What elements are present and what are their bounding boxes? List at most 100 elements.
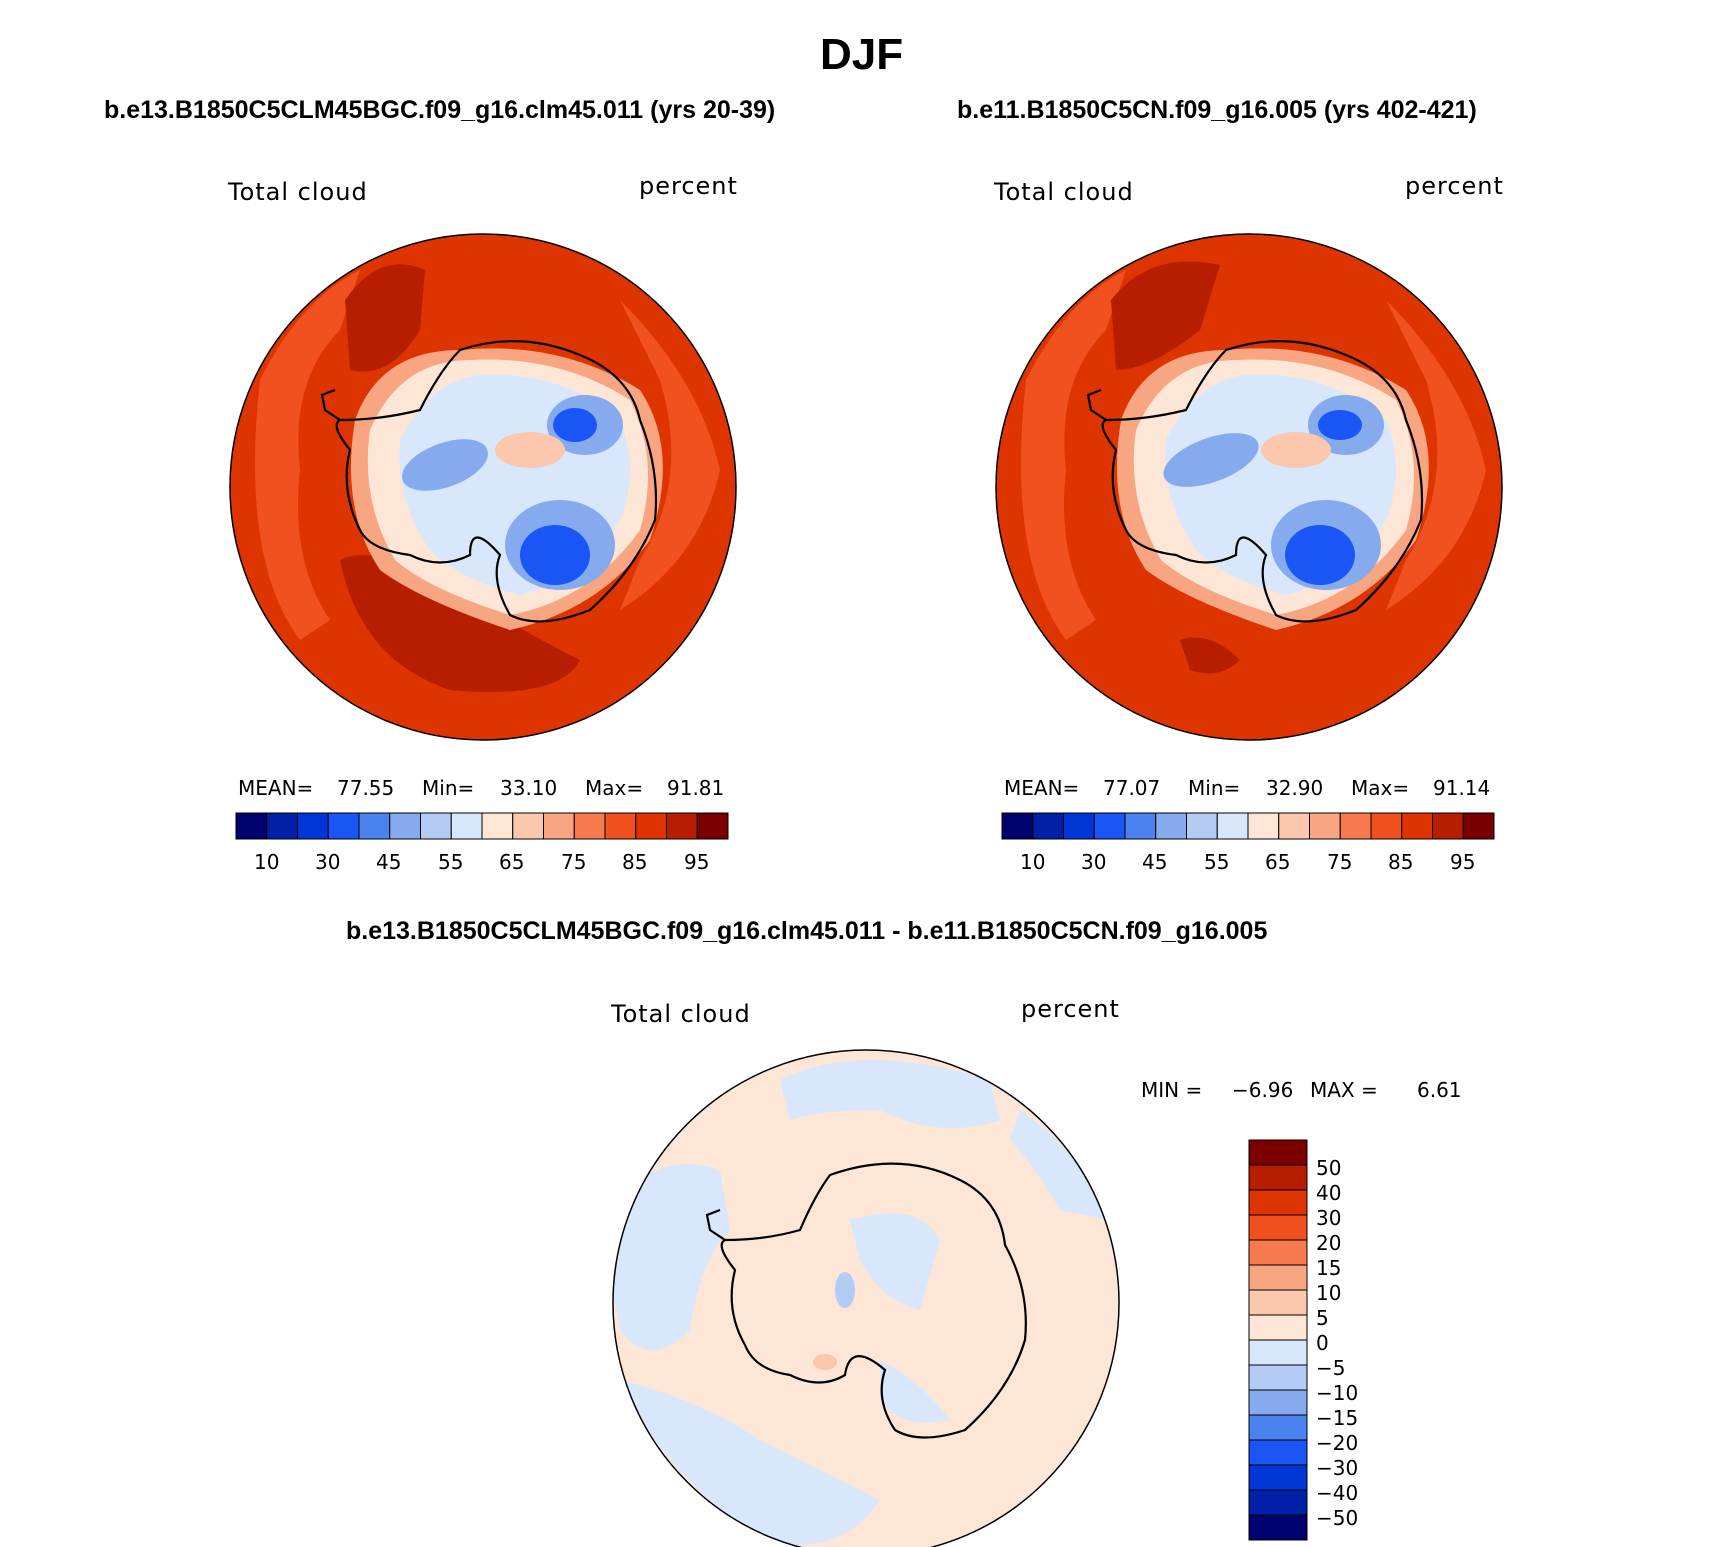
colorbar-swatch (1248, 1164, 1308, 1191)
colorbar-swatch (666, 812, 698, 840)
panel-2-min-label: Min= (1188, 776, 1241, 800)
colorbar-swatch (1248, 1489, 1308, 1516)
panel-1-variable-label: Total cloud (228, 178, 368, 206)
panel-2-max-label: Max= (1351, 776, 1410, 800)
colorbar-swatch (512, 812, 544, 840)
colorbar-swatch (1370, 812, 1403, 840)
panel-1-case-title: b.e13.B1850C5CLM45BGC.f09_g16.clm45.011 … (104, 96, 776, 124)
panel-1-colorbar-tick: 85 (622, 850, 648, 874)
colorbar-swatch (1309, 812, 1341, 840)
panel-2-colorbar-tick: 85 (1388, 850, 1414, 874)
panel-2-max-value: 91.14 (1433, 776, 1491, 800)
difference-max-value: 6.61 (1417, 1078, 1462, 1102)
colorbar-swatch (1124, 812, 1157, 840)
difference-min-value: −6.96 (1232, 1078, 1294, 1102)
colorbar-swatch (1248, 1339, 1308, 1366)
main-title: DJF (820, 30, 904, 79)
colorbar-swatch (1248, 1139, 1308, 1166)
difference-max-label: MAX = (1310, 1078, 1378, 1102)
panel-1-mean-label: MEAN= (238, 776, 314, 800)
panel-2-min-value: 32.90 (1266, 776, 1324, 800)
panel-2-case-title: b.e11.B1850C5CN.f09_g16.005 (yrs 402-421… (957, 96, 1477, 124)
colorbar-swatch (481, 812, 514, 840)
panel-2-colorbar-tick: 95 (1450, 850, 1476, 874)
colorbar-swatch (1248, 1464, 1308, 1491)
panel-2-colorbar (1001, 812, 1495, 840)
panel-1-min-label: Min= (422, 776, 475, 800)
panel-1-max-value: 91.81 (667, 776, 725, 800)
difference-colorbar (1248, 1139, 1308, 1541)
panel-2-colorbar-tick: 55 (1204, 850, 1230, 874)
difference-colorbar-tick: −5 (1316, 1356, 1346, 1380)
difference-colorbar-tick: 15 (1316, 1256, 1342, 1280)
colorbar-swatch (1247, 812, 1280, 840)
colorbar-swatch (1278, 812, 1310, 840)
panel-1-colorbar-tick: 65 (499, 850, 525, 874)
colorbar-swatch (1216, 812, 1249, 840)
difference-colorbar-tick: −40 (1316, 1481, 1359, 1505)
difference-colorbar-tick: 5 (1316, 1306, 1329, 1330)
colorbar-swatch (1248, 1214, 1308, 1241)
colorbar-swatch (1186, 812, 1218, 840)
difference-colorbar-tick: −10 (1316, 1381, 1359, 1405)
colorbar-swatch (1248, 1239, 1308, 1266)
panel-2-mean-label: MEAN= (1004, 776, 1080, 800)
colorbar-swatch (1248, 1439, 1308, 1466)
colorbar-swatch (1248, 1289, 1308, 1316)
panel-2-colorbar-tick: 45 (1142, 850, 1168, 874)
panel-1-colorbar-tick: 95 (684, 850, 710, 874)
colorbar-swatch (297, 812, 329, 840)
difference-colorbar-tick: 50 (1316, 1156, 1342, 1180)
difference-colorbar-tick: 30 (1316, 1206, 1342, 1230)
panel-2-mean-value: 77.07 (1103, 776, 1161, 800)
colorbar-swatch (543, 812, 575, 840)
colorbar-swatch (1432, 812, 1464, 840)
colorbar-swatch (1248, 1364, 1308, 1391)
colorbar-swatch (1248, 1314, 1308, 1341)
panel-1-units-label: percent (639, 172, 738, 200)
panel-2-colorbar-tick: 65 (1265, 850, 1291, 874)
colorbar-swatch (1248, 1514, 1308, 1541)
panel-2-colorbar-tick: 75 (1327, 850, 1353, 874)
difference-colorbar-tick: 40 (1316, 1181, 1342, 1205)
panel-2-variable-label: Total cloud (994, 178, 1134, 206)
colorbar-swatch (450, 812, 483, 840)
difference-variable-label: Total cloud (611, 1000, 751, 1028)
panel-1-colorbar-tick: 75 (561, 850, 587, 874)
colorbar-swatch (266, 812, 298, 840)
difference-units-label: percent (1021, 995, 1120, 1023)
panel-1-colorbar-tick: 45 (376, 850, 402, 874)
panel-1-colorbar-tick: 55 (438, 850, 464, 874)
difference-colorbar-tick: −50 (1316, 1506, 1359, 1530)
colorbar-swatch (1248, 1414, 1308, 1441)
panel-1-mean-value: 77.55 (337, 776, 395, 800)
difference-case-title: b.e13.B1850C5CLM45BGC.f09_g16.clm45.011 … (346, 917, 1268, 945)
colorbar-swatch (1063, 812, 1095, 840)
colorbar-swatch (1401, 812, 1433, 840)
panel-1-colorbar-tick: 30 (315, 850, 341, 874)
colorbar-swatch (573, 812, 606, 840)
colorbar-swatch (1248, 1389, 1308, 1416)
panel-1-colorbar-tick: 10 (254, 850, 280, 874)
difference-colorbar-tick: −30 (1316, 1456, 1359, 1480)
difference-colorbar-tick: 10 (1316, 1281, 1342, 1305)
panel-2-colorbar-tick: 30 (1081, 850, 1107, 874)
difference-colorbar-tick: −20 (1316, 1431, 1359, 1455)
colorbar-swatch (1001, 812, 1034, 840)
panel-2-units-label: percent (1405, 172, 1504, 200)
colorbar-swatch (1339, 812, 1372, 840)
colorbar-swatch (1155, 812, 1187, 840)
difference-min-label: MIN = (1141, 1078, 1203, 1102)
difference-colorbar-tick: 0 (1316, 1331, 1329, 1355)
panel-1-min-value: 33.10 (500, 776, 558, 800)
colorbar-swatch (1093, 812, 1126, 840)
colorbar-swatch (635, 812, 667, 840)
panel-1-colorbar (235, 812, 729, 840)
colorbar-swatch (696, 812, 729, 840)
colorbar-swatch (1248, 1189, 1308, 1216)
panel-2-colorbar-tick: 10 (1020, 850, 1046, 874)
colorbar-swatch (327, 812, 360, 840)
